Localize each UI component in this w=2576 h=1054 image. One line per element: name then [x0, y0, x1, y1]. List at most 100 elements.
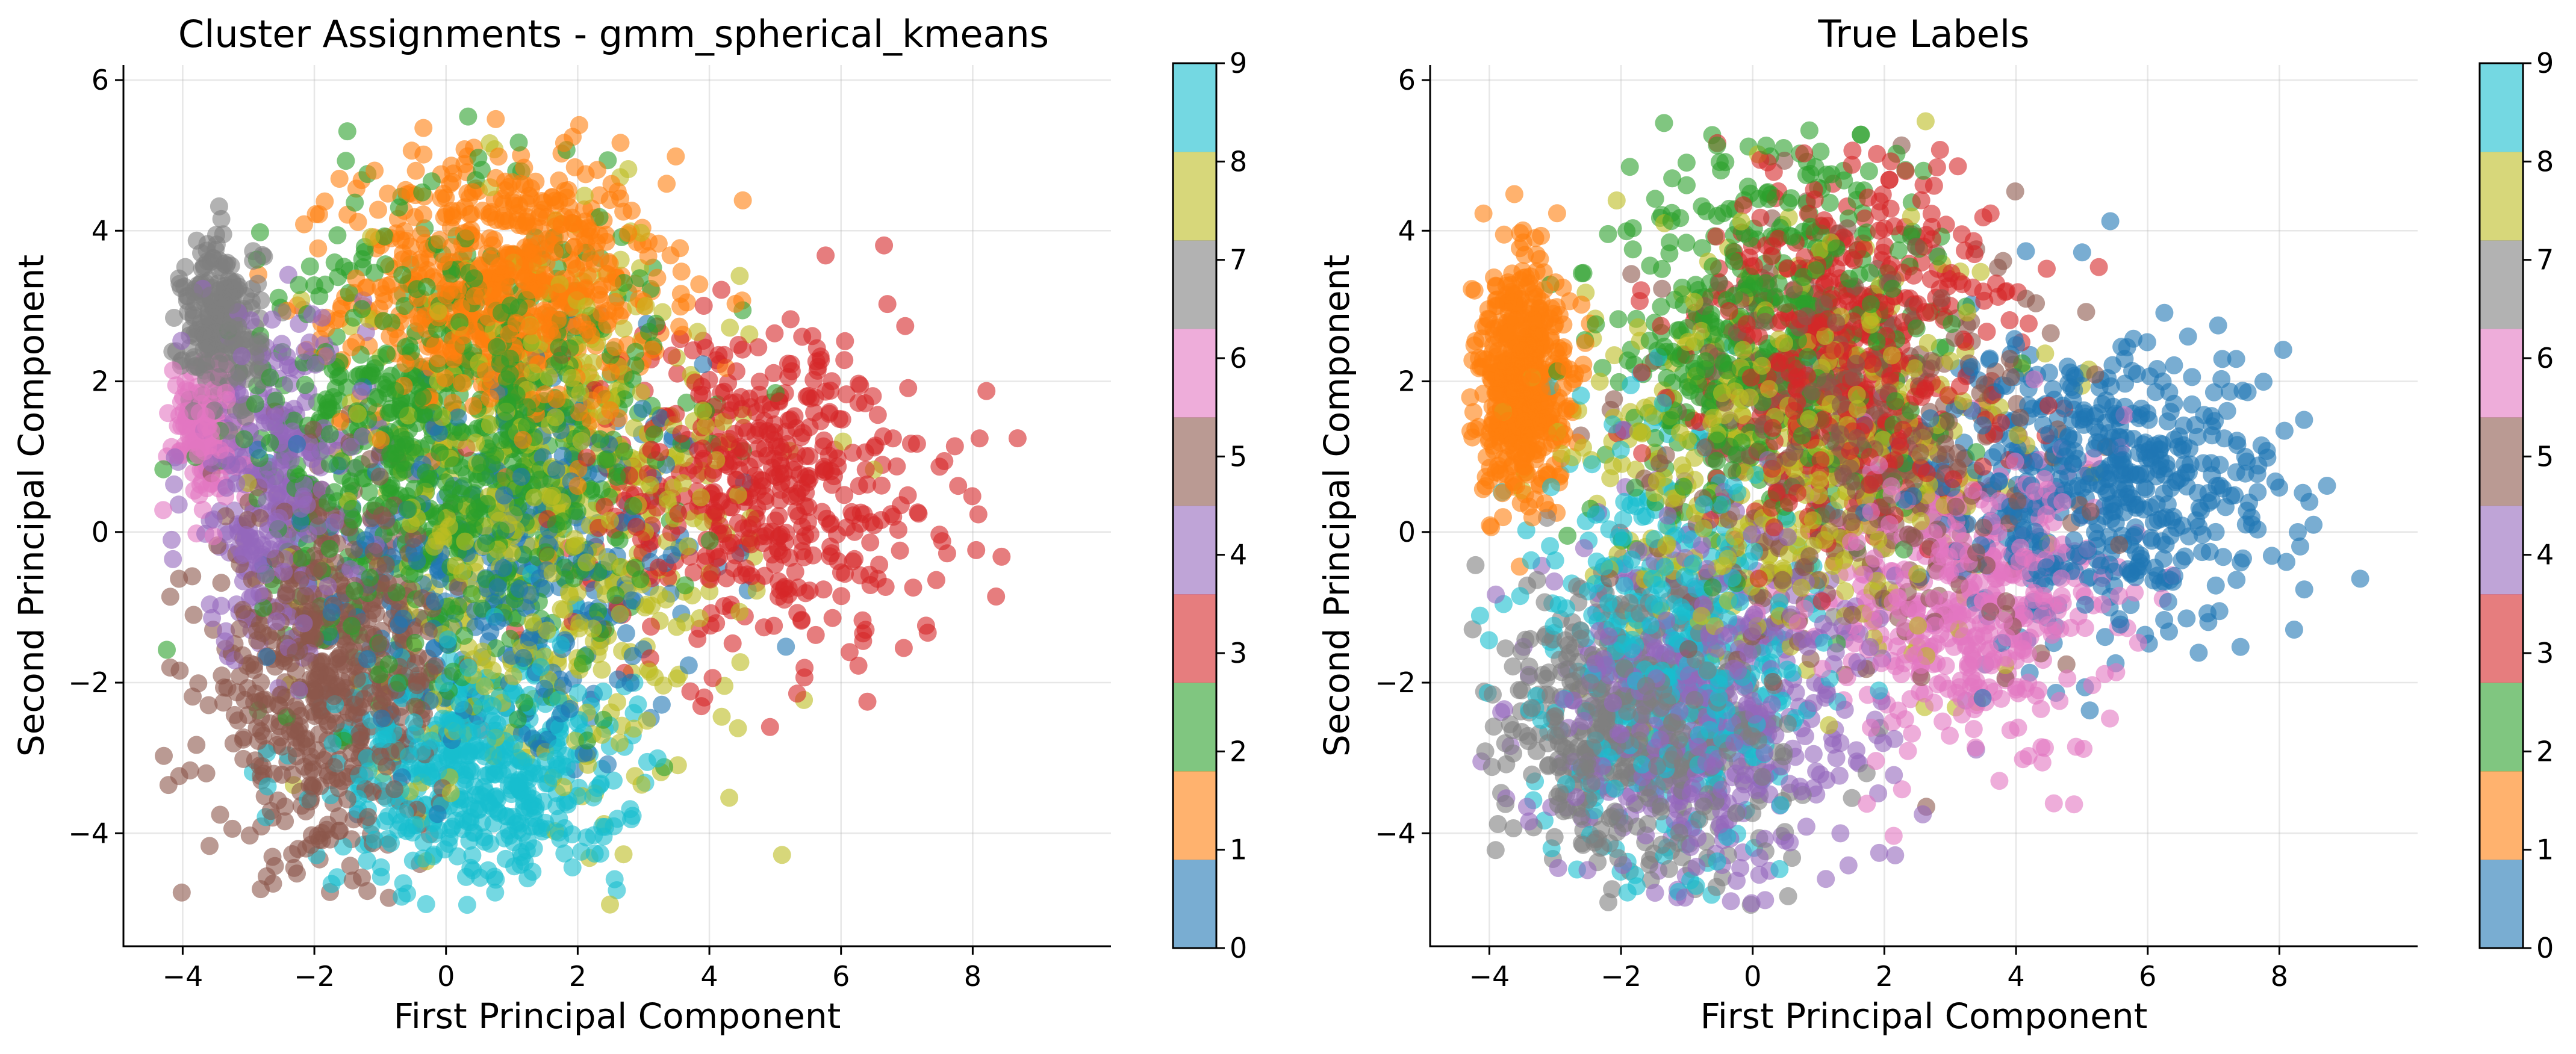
scatter-point-label-3 — [748, 482, 767, 500]
scatter-point-label-9 — [594, 682, 612, 701]
scatter-point-label-1 — [733, 191, 752, 209]
scatter-point-label-3 — [695, 688, 714, 707]
scatter-point-label-9 — [382, 834, 400, 852]
scatter-point-label-6 — [217, 383, 235, 402]
scatter-point-label-2 — [537, 543, 555, 562]
scatter-point-label-0 — [512, 468, 530, 486]
scatter-point-label-1 — [330, 170, 349, 188]
scatter-point-label-0 — [358, 650, 376, 669]
scatter-point-label-7 — [218, 253, 237, 272]
scatter-point-label-8 — [721, 318, 739, 337]
scatter-point-label-8 — [688, 323, 707, 341]
scatter-point-label-8 — [611, 734, 629, 752]
y-axis-label: Second Principal Component — [11, 255, 52, 757]
scatter-point-label-1 — [606, 338, 624, 356]
scatter-point-label-8 — [562, 368, 581, 387]
scatter-point-label-8 — [601, 511, 619, 530]
scatter-point-label-9 — [577, 828, 596, 847]
scatter-point-label-9 — [460, 743, 479, 762]
scatter-point-label-0 — [520, 628, 539, 646]
scatter-point-label-2 — [290, 276, 308, 294]
scatter-point-label-8 — [538, 621, 556, 640]
scatter-point-label-3 — [851, 566, 870, 584]
scatter-point-label-5 — [199, 696, 218, 715]
scatter-point-label-3 — [930, 457, 949, 476]
scatter-point-label-3 — [782, 487, 800, 506]
scatter-point-label-4 — [264, 530, 283, 548]
scatter-point-label-7 — [214, 225, 232, 244]
scatter-point-label-5 — [343, 871, 362, 890]
y-tick-label: −4 — [68, 817, 109, 849]
scatter-point-label-1 — [499, 260, 517, 279]
scatter-point-label-2 — [444, 662, 462, 681]
colorbar-tick-label: 7 — [1230, 244, 1247, 276]
scatter-point-label-3 — [970, 429, 989, 448]
scatter-point-label-2 — [319, 398, 337, 417]
scatter-point-label-8 — [540, 367, 558, 386]
scatter-point-label-1 — [672, 262, 691, 281]
scatter-point-label-2 — [446, 604, 464, 623]
y-tick-label: 2 — [92, 365, 109, 398]
scatter-point-label-9 — [450, 695, 469, 713]
scatter-point-label-3 — [969, 505, 988, 524]
scatter-point-label-7 — [227, 367, 246, 386]
scatter-point-label-5 — [372, 747, 390, 766]
colorbar-segment-0 — [1173, 860, 1216, 949]
scatter-point-label-5 — [234, 646, 252, 665]
scatter-point-label-3 — [817, 246, 835, 265]
scatter-point-label-3 — [719, 536, 738, 555]
scatter-point-label-8 — [730, 603, 749, 621]
scatter-point-label-8 — [624, 719, 643, 738]
scatter-point-label-8 — [720, 789, 739, 807]
scatter-point-label-1 — [309, 239, 328, 258]
scatter-point-label-4 — [164, 550, 182, 568]
colorbar-tick-label: 4 — [1230, 539, 1247, 571]
scatter-point-label-7 — [165, 309, 183, 327]
scatter-point-label-3 — [894, 639, 913, 657]
scatter-point-label-9 — [505, 857, 523, 876]
scatter-point-label-3 — [854, 624, 873, 643]
scatter-point-label-3 — [909, 504, 928, 523]
scatter-point-label-2 — [320, 425, 339, 444]
scatter-point-label-3 — [726, 470, 745, 489]
scatter-point-label-3 — [832, 587, 851, 606]
scatter-point-label-1 — [623, 202, 641, 220]
scatter-point-label-4 — [257, 470, 275, 489]
scatter-point-label-5 — [425, 657, 444, 675]
scatter-point-label-5 — [303, 702, 322, 721]
scatter-point-label-2 — [399, 500, 417, 519]
scatter-point-label-2 — [325, 253, 344, 271]
y-tick-label: −2 — [68, 666, 109, 699]
scatter-point-label-9 — [379, 807, 397, 826]
scatter-point-label-8 — [577, 297, 596, 316]
scatter-point-label-9 — [485, 721, 504, 740]
scatter-point-label-5 — [376, 556, 395, 574]
scatter-point-label-1 — [464, 183, 482, 202]
scatter-point-label-1 — [573, 313, 591, 332]
scatter-point-label-1 — [549, 283, 567, 302]
scatter-point-label-5 — [325, 687, 343, 705]
scatter-point-label-3 — [2000, 311, 2019, 329]
scatter-point-label-8 — [641, 476, 660, 494]
scatter-point-label-4 — [294, 614, 313, 633]
scatter-point-label-9 — [323, 734, 342, 753]
scatter-point-label-1 — [481, 389, 499, 408]
scatter-point-label-3 — [835, 351, 854, 370]
scatter-point-label-4 — [319, 577, 337, 595]
x-tick-label: 2 — [569, 960, 586, 993]
scatter-point-label-2 — [487, 338, 506, 356]
scatter-point-label-2 — [341, 472, 360, 491]
scatter-point-label-1 — [342, 338, 361, 356]
scatter-point-label-1 — [402, 141, 421, 160]
scatter-point-label-9 — [504, 833, 523, 852]
scatter-point-label-3 — [642, 618, 660, 636]
scatter-point-label-2 — [606, 586, 625, 604]
scatter-point-label-1 — [597, 232, 615, 251]
scatter-point-label-5 — [287, 643, 305, 662]
scatter-point-label-9 — [398, 884, 417, 903]
scatter-point-label-2 — [436, 473, 455, 492]
scatter-point-label-0 — [662, 545, 681, 564]
scatter-point-label-5 — [170, 662, 189, 680]
scatter-point-label-1 — [465, 287, 484, 306]
scatter-point-label-8 — [584, 353, 603, 372]
